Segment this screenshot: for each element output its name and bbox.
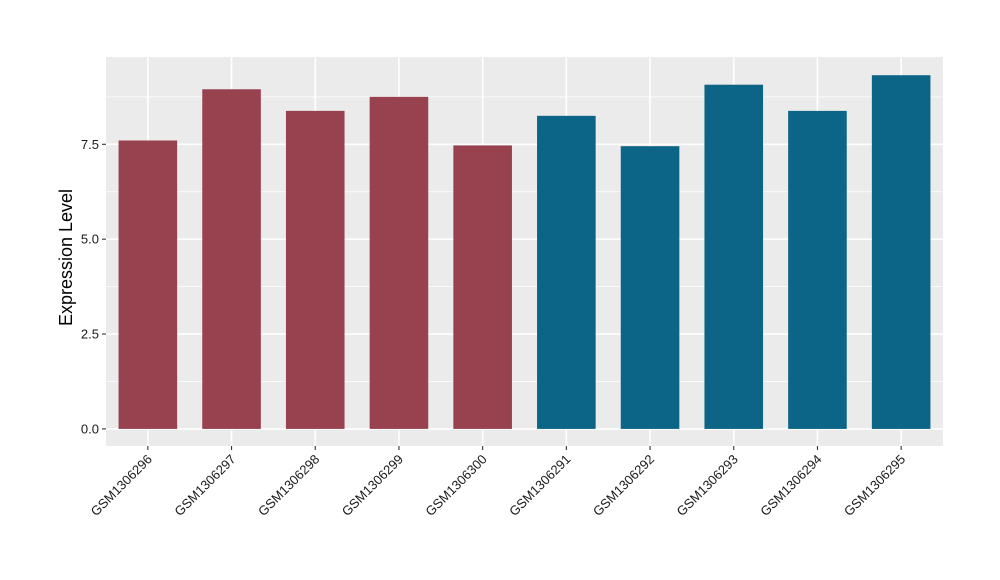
- y-tick-label: 7.5: [81, 137, 99, 152]
- bar: [537, 115, 596, 429]
- bars: [118, 75, 931, 429]
- bar: [704, 84, 764, 429]
- x-tick-label: GSM1306296: [88, 452, 155, 519]
- x-tick-label: GSM1306291: [506, 452, 573, 519]
- y-tick-label: 5.0: [81, 232, 99, 247]
- bar: [871, 75, 931, 429]
- bar: [453, 145, 512, 429]
- x-tick-label: GSM1306294: [757, 452, 824, 519]
- bar: [620, 146, 680, 429]
- x-tick-label: GSM1306300: [422, 452, 489, 519]
- y-axis: 0.0 2.5 5.0 7.5: [81, 137, 106, 436]
- bar: [202, 89, 261, 429]
- bar: [118, 140, 178, 429]
- x-tick-label: GSM1306297: [171, 452, 238, 519]
- y-tick-label: 2.5: [81, 327, 99, 342]
- x-tick-label: GSM1306298: [255, 452, 322, 519]
- x-tick-label: GSM1306293: [674, 452, 741, 519]
- x-tick-label: GSM1306295: [841, 452, 908, 519]
- bar: [369, 96, 429, 429]
- bar: [285, 110, 345, 429]
- x-tick-label: GSM1306299: [339, 452, 406, 519]
- y-axis-title: Expression Level: [56, 189, 76, 326]
- x-tick-label: GSM1306292: [590, 452, 657, 519]
- y-tick-label: 0.0: [81, 421, 99, 436]
- bar: [788, 110, 847, 429]
- x-axis: GSM1306296 GSM1306297 GSM1306298 GSM1306299…: [88, 446, 908, 519]
